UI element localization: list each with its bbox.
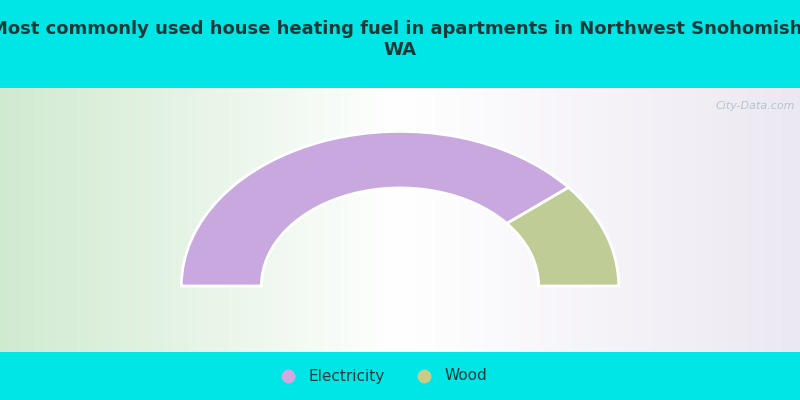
- Text: Wood: Wood: [444, 368, 486, 384]
- Text: City-Data.com: City-Data.com: [715, 101, 794, 111]
- Text: Most commonly used house heating fuel in apartments in Northwest Snohomish,
WA: Most commonly used house heating fuel in…: [0, 20, 800, 59]
- Wedge shape: [182, 131, 569, 286]
- Wedge shape: [507, 188, 618, 286]
- Text: Electricity: Electricity: [308, 368, 384, 384]
